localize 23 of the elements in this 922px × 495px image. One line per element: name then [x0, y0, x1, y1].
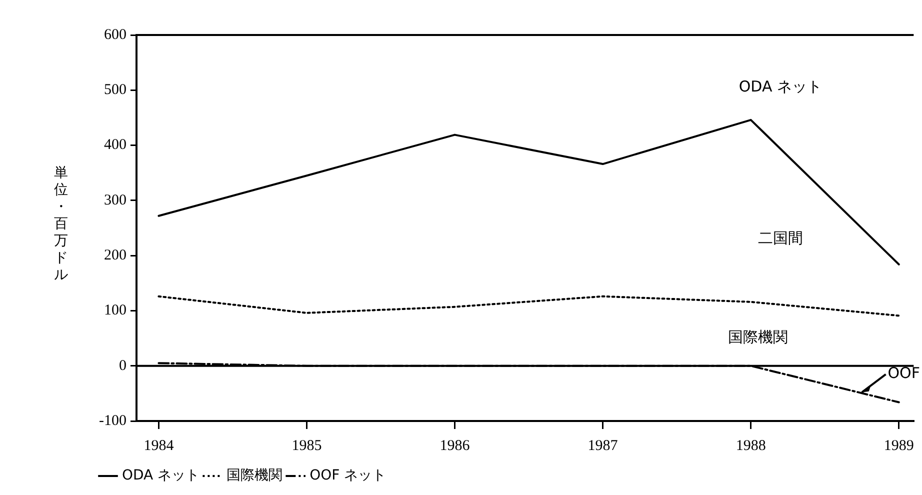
x-tick-label: 1988: [736, 438, 766, 454]
legend-label: ODA ネット: [122, 468, 200, 484]
y-tick-label: 300: [104, 192, 126, 208]
y-tick-label: 200: [104, 248, 126, 264]
y-tick-label: 0: [118, 358, 126, 374]
annotation: 国際機関: [728, 328, 788, 346]
y-tick-label: 100: [104, 302, 126, 319]
y-axis-title: 単位・百万ドル: [53, 165, 69, 284]
annotation: ODA ネット: [738, 77, 822, 96]
x-tick-label: 1989: [884, 438, 914, 454]
y-tick-label: 600: [104, 26, 126, 43]
legend-label: OOF ネット: [310, 468, 386, 484]
annotation: OOF: [888, 364, 920, 382]
legend-label: 国際機関: [226, 468, 283, 484]
x-tick-label: 1984: [144, 438, 174, 454]
x-tick-label: 1987: [588, 438, 618, 454]
y-tick-label: -100: [98, 412, 126, 429]
x-tick-label: 1986: [440, 438, 470, 454]
annotation: 二国間: [758, 228, 803, 247]
line-series: [158, 295, 900, 317]
y-tick-label: 400: [104, 137, 126, 154]
y-tick-label: 500: [104, 82, 126, 98]
x-tick-label: 1985: [292, 438, 322, 454]
